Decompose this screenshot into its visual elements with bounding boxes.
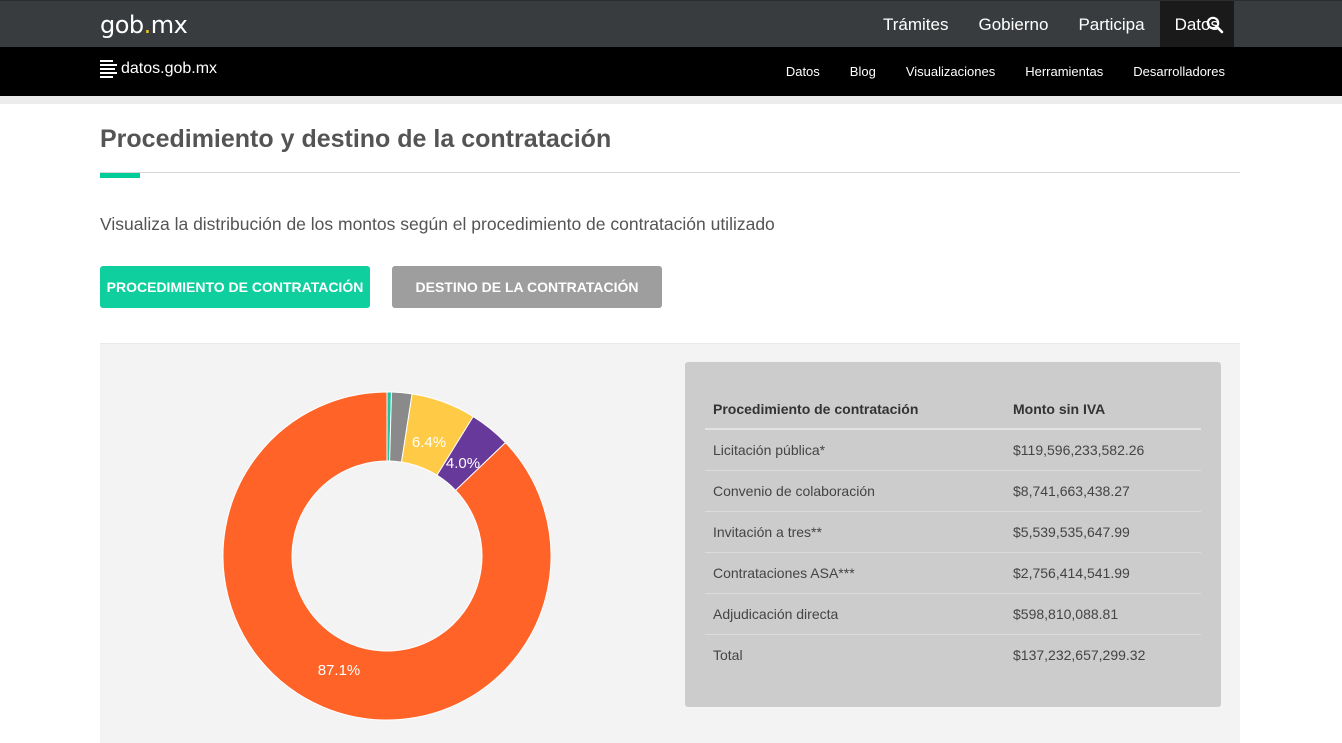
row-label: Licitación pública*	[705, 429, 1005, 471]
slice-label-0: 87.1%	[318, 662, 361, 679]
nav-datos[interactable]: Datos	[1159, 1, 1234, 48]
nav-tramites[interactable]: Trámites	[883, 15, 949, 34]
table-row: Licitación pública* $119,596,233,582.26	[705, 429, 1201, 471]
subnav-herramientas[interactable]: Herramientas	[1025, 64, 1104, 79]
subnav-datos[interactable]: Datos	[785, 64, 820, 79]
main-nav: Trámites Gobierno Participa Datos	[868, 1, 1234, 48]
header-procedimiento: Procedimiento de contratación	[705, 390, 1005, 430]
row-amount: $5,539,535,647.99	[1005, 511, 1201, 553]
brand-tld: mx	[150, 11, 188, 39]
table-row: Adjudicación directa $598,810,088.81	[705, 593, 1201, 635]
table-row: Invitación a tres** $5,539,535,647.99	[705, 511, 1201, 553]
page-lead: Visualiza la distribución de los montos …	[100, 214, 775, 234]
procedimiento-button[interactable]: PROCEDIMIENTO DE CONTRATACIÓN	[100, 266, 370, 308]
header-monto: Monto sin IVA	[1005, 390, 1201, 430]
page-title: Procedimiento y destino de la contrataci…	[100, 125, 612, 153]
donut-chart: 6.4%4.0% 87.1%	[222, 391, 552, 721]
table-row-total: Total $137,232,657,299.32	[705, 634, 1201, 675]
subnav-desarrolladores[interactable]: Desarrolladores	[1133, 64, 1225, 79]
title-divider	[100, 172, 1240, 173]
row-amount: $137,232,657,299.32	[1013, 646, 1146, 663]
nav-participa[interactable]: Participa	[1078, 15, 1145, 34]
table-row: Convenio de colaboración $8,741,663,438.2…	[705, 470, 1201, 512]
search-button[interactable]	[1190, 1, 1240, 48]
datos-logo[interactable]: datos.gob.mx	[100, 60, 217, 78]
datos-logo-text: datos.gob.mx	[121, 60, 218, 77]
search-icon	[1206, 16, 1224, 33]
amounts-table-box: Procedimiento de contratación Monto sin …	[685, 362, 1221, 707]
row-amount: $598,810,088.81	[1005, 593, 1201, 635]
table-row: Contrataciones ASA*** $2,756,414,541.99	[705, 552, 1201, 594]
brand-dot: .	[143, 11, 152, 39]
slice-label-1: 6.4%	[412, 434, 446, 451]
subnav-visualizaciones[interactable]: Visualizaciones	[905, 64, 996, 79]
row-label: Total	[713, 646, 743, 663]
nav-gobierno[interactable]: Gobierno	[978, 15, 1049, 34]
subnav-blog[interactable]: Blog	[849, 64, 876, 79]
brand-name: gob	[100, 11, 144, 39]
title-accent	[100, 173, 140, 178]
sub-nav: Datos Blog Visualizaciones Herramientas …	[771, 47, 1240, 96]
table-header-row: Procedimiento de contratación Monto sin …	[705, 390, 1201, 430]
row-amount: $8,741,663,438.27	[1005, 470, 1201, 512]
destino-button[interactable]: DESTINO DE LA CONTRATACIÓN	[392, 266, 662, 308]
row-label: Convenio de colaboración	[705, 470, 1005, 512]
gobmx-logo[interactable]: gob.mx	[100, 11, 188, 39]
row-label: Adjudicación directa	[705, 593, 1005, 635]
slice-label-2: 4.0%	[446, 455, 480, 472]
row-amount: $119,596,233,582.26	[1005, 429, 1201, 471]
row-amount: $2,756,414,541.99	[1005, 552, 1201, 594]
row-label: Contrataciones ASA***	[705, 552, 1005, 594]
row-label: Invitación a tres**	[705, 511, 1005, 553]
amounts-table: Procedimiento de contratación Monto sin …	[705, 390, 1201, 675]
sub-navbar: datos.gob.mx Datos Blog Visualizaciones …	[0, 47, 1342, 96]
top-navbar: gob.mx Trámites Gobierno Participa Datos	[0, 0, 1342, 48]
lines-logo-icon	[100, 60, 117, 78]
header-divider	[0, 96, 1342, 104]
donut-slice-0[interactable]	[222, 391, 552, 721]
